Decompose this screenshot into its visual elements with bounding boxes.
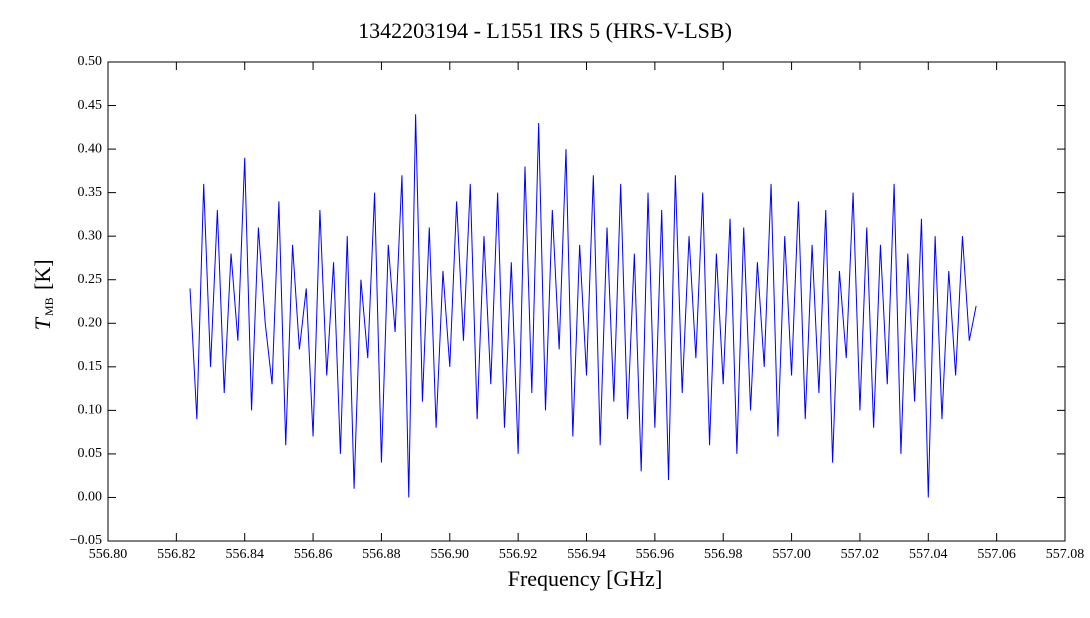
y-tick-label: 0.20 <box>78 315 103 330</box>
y-tick-label: 0.10 <box>78 403 103 418</box>
x-tick-label: 557.08 <box>1046 547 1085 562</box>
y-axis-label: T MB [K] <box>30 259 56 330</box>
x-tick-label: 557.06 <box>977 547 1016 562</box>
x-tick-label: 556.82 <box>157 547 196 562</box>
y-tick-label: 0.05 <box>78 446 103 461</box>
x-tick-label: 557.00 <box>772 547 811 562</box>
x-axis-label: Frequency [GHz] <box>508 566 663 591</box>
y-tick-label: 0.25 <box>78 272 103 287</box>
chart-title: 1342203194 - L1551 IRS 5 (HRS-V-LSB) <box>358 18 732 43</box>
y-tick-label: 0.15 <box>78 359 103 374</box>
y-axis-label-sub: MB <box>42 297 56 316</box>
y-tick-label: 0.40 <box>78 141 103 156</box>
x-tick-label: 556.92 <box>499 547 538 562</box>
x-tick-label: 556.94 <box>567 547 606 562</box>
x-tick-label: 556.86 <box>294 547 333 562</box>
x-tick-label: 556.98 <box>704 547 743 562</box>
spectrum-line <box>189 114 977 498</box>
x-tick-label: 557.04 <box>909 547 948 562</box>
y-axis-label-unit: [K] <box>30 259 55 290</box>
x-tick-label: 557.02 <box>841 547 880 562</box>
y-tick-label: 0.50 <box>78 54 103 69</box>
y-tick-label: −0.05 <box>70 533 102 548</box>
y-axis-label-main: T <box>30 316 55 330</box>
plot-frame <box>107 61 1066 542</box>
y-tick-label: 0.00 <box>78 490 103 505</box>
x-tick-label: 556.80 <box>89 547 128 562</box>
x-tick-label: 556.96 <box>636 547 675 562</box>
y-tick-label: 0.45 <box>78 98 103 113</box>
y-tick-label: 0.35 <box>78 185 103 200</box>
x-tick-label: 556.84 <box>225 547 264 562</box>
x-tick-label: 556.88 <box>362 547 401 562</box>
x-tick-label: 556.90 <box>431 547 470 562</box>
y-tick-label: 0.30 <box>78 228 103 243</box>
